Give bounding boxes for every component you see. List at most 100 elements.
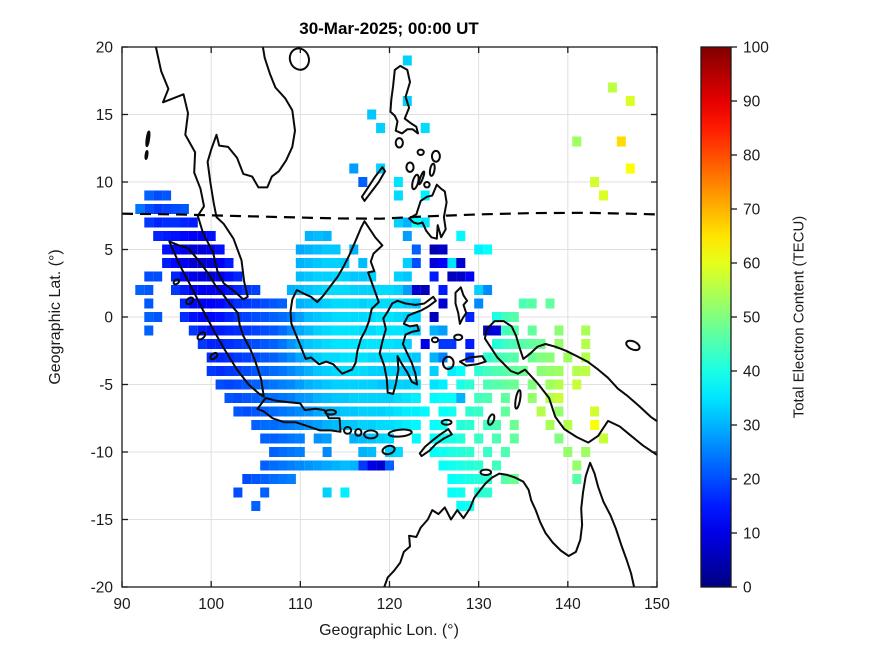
tec-patch: [349, 244, 359, 255]
tec-patch: [206, 339, 216, 349]
tec-patch: [456, 379, 466, 390]
tec-patch: [171, 271, 180, 282]
tec-patch: [590, 420, 600, 430]
tec-patch: [483, 366, 493, 376]
tec-patch: [367, 312, 377, 322]
tec-patch: [144, 271, 154, 282]
tec-patch: [197, 258, 207, 268]
tec-patch: [295, 285, 305, 295]
tec-patch: [447, 339, 457, 349]
tec-patch: [411, 406, 421, 417]
tec-patch: [367, 379, 377, 390]
tec-patch: [358, 393, 368, 403]
tec-patch: [402, 406, 412, 417]
tec-patch: [590, 406, 600, 417]
tec-patch: [322, 352, 332, 363]
tec-patch: [331, 312, 341, 322]
x-tick-label: 140: [555, 596, 581, 613]
tec-patch: [456, 487, 466, 498]
tec-patch: [393, 420, 403, 430]
tec-patch: [286, 366, 296, 376]
tec-patch: [349, 325, 359, 336]
tec-patch: [572, 379, 582, 390]
tec-patch: [313, 231, 323, 241]
tec-patch: [340, 487, 350, 498]
tec-patch: [474, 393, 484, 403]
tec-patch: [447, 447, 457, 457]
tec-patch: [251, 298, 261, 309]
coastline-new-guinea: [483, 320, 657, 457]
tec-patch: [322, 487, 332, 498]
island-pagai: [209, 351, 219, 361]
island-andaman-north: [145, 130, 151, 148]
tec-patch: [367, 352, 377, 363]
island-kai-aru: [514, 389, 522, 410]
tec-patch: [376, 123, 386, 133]
tec-patch: [483, 393, 493, 403]
tec-patch: [313, 258, 323, 268]
tec-patch: [438, 325, 448, 336]
tec-patch: [162, 244, 172, 255]
tec-patch: [438, 258, 448, 268]
tec-patch: [474, 474, 484, 484]
tec-patch: [313, 244, 323, 255]
x-tick-label: 150: [644, 596, 670, 613]
tec-patch: [411, 433, 421, 444]
tec-patch: [224, 339, 234, 349]
tec-patch: [492, 420, 501, 430]
tec-patch: [358, 258, 368, 268]
tec-patch: [215, 325, 225, 336]
tec-patch: [349, 366, 359, 376]
tec-patch: [322, 298, 332, 309]
tec-patch: [474, 366, 484, 376]
tec-patch: [465, 460, 475, 471]
tec-patch: [304, 271, 314, 282]
tec-patch: [162, 204, 172, 214]
tec-patch: [358, 298, 368, 309]
tec-patch: [581, 366, 591, 376]
tec-patch: [465, 339, 475, 349]
tec-patch: [251, 474, 261, 484]
tec-patch: [304, 285, 314, 295]
tec-patch: [340, 312, 350, 322]
tec-patch: [153, 217, 163, 228]
tec-patch: [171, 244, 180, 255]
tec-patch: [376, 325, 386, 336]
tec-patch: [402, 325, 412, 336]
tec-patch: [322, 231, 332, 241]
tec-patch: [376, 285, 386, 295]
tec-patch: [581, 325, 591, 336]
tec-patch: [509, 339, 519, 349]
tec-patch: [206, 231, 216, 241]
tec-patch: [545, 366, 555, 376]
tec-patch: [429, 420, 439, 430]
figure-title: 30-Mar-2025; 00:00 UT: [299, 19, 479, 38]
tec-patch: [224, 393, 234, 403]
tec-patch: [135, 285, 145, 295]
x-tick-label: 130: [466, 596, 492, 613]
tec-patch: [349, 460, 359, 471]
y-tick-label: 20: [96, 40, 114, 57]
coastline-mindanao: [408, 183, 448, 240]
tec-patch: [447, 393, 457, 403]
tec-patch: [393, 406, 403, 417]
colorbar-tick-label: 50: [743, 310, 761, 327]
tec-patch: [153, 231, 163, 241]
tec-patch: [286, 420, 296, 430]
tec-patch: [340, 393, 350, 403]
tec-patch: [402, 231, 412, 241]
tec-patch: [367, 447, 377, 457]
tec-patch: [358, 339, 368, 349]
tec-patch: [438, 460, 448, 471]
tec-patch: [260, 298, 270, 309]
tec-patch: [188, 271, 198, 282]
tec-patch: [411, 366, 421, 376]
tec-patch: [429, 271, 439, 282]
coastline-palawan: [360, 166, 386, 202]
tec-patch: [340, 285, 350, 295]
tec-patch: [358, 177, 368, 187]
tec-patch: [340, 420, 350, 430]
tec-patch: [242, 325, 252, 336]
tec-patch: [304, 312, 314, 322]
tec-patch: [269, 474, 279, 484]
